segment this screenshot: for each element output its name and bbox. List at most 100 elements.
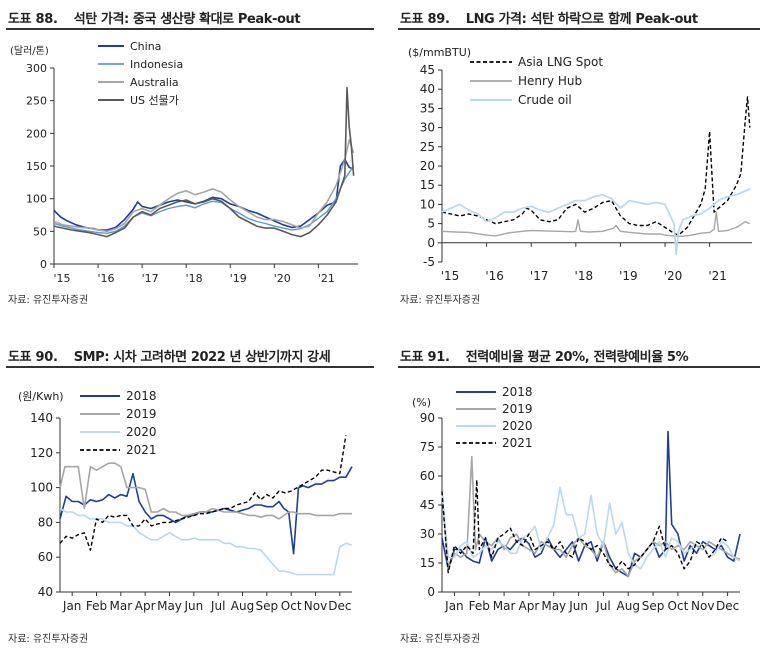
series-line-1: [441, 455, 741, 578]
y-tick-label: 0: [40, 258, 47, 271]
legend-label: 2018: [126, 389, 157, 403]
smp-chart: (원/Kwh) 40 60 80 100 120 140 Jan Feb Mar Apr May Jun…: [18, 389, 353, 613]
y-axis-label: (달러/톤): [10, 45, 49, 57]
x-tick-label: '21: [708, 269, 727, 283]
y-tick-label: -5: [423, 255, 435, 269]
y-tick-label: 40: [420, 82, 435, 96]
y-tick-label: 30: [420, 527, 435, 541]
x-tick-label: Jun: [568, 599, 588, 613]
series-line-2: [441, 188, 751, 256]
y-tick-label: 20: [420, 159, 435, 173]
source-note: 자료: 유진투자증권: [8, 295, 89, 306]
figure-number: 도표 91.: [400, 349, 450, 365]
x-tick-label: Sep: [642, 599, 665, 613]
figure-title: 전력예비율 평균 20%, 전력량예비율 5%: [465, 349, 689, 365]
legend-label: 2021: [502, 436, 533, 450]
coal-price-chart: (달러/톤) 0 50 100 150 200 250 300 '15 '16 '17 '18 '19 '…: [10, 40, 358, 285]
x-tick-label: '20: [664, 269, 683, 283]
y-tick-label: 75: [420, 440, 435, 454]
x-tick-label: Dec: [716, 599, 739, 613]
x-tick-label: '19: [230, 272, 247, 285]
x-tick-label: Apr: [135, 599, 156, 613]
legend-label: Indonesia: [130, 58, 183, 71]
x-tick-label: '16: [485, 269, 504, 283]
y-tick-label: 35: [420, 101, 435, 115]
y-tick-label: 300: [26, 62, 47, 75]
legend-label: 2020: [502, 419, 533, 433]
series-line-0: [53, 158, 354, 231]
x-tick-label: Nov: [691, 599, 714, 613]
x-tick-label: '21: [318, 272, 335, 285]
chart-panel-90: 도표 90. SMP: 시차 고려하면 2022 년 상반기까지 강세 (원/K…: [6, 344, 374, 646]
chart-panel-88: 도표 88. 석탄 가격: 중국 생산량 확대로 Peak-out (달러/톤)…: [6, 6, 374, 306]
legend-label: 2020: [126, 425, 157, 439]
series-line-2: [59, 507, 353, 576]
x-tick-label: '19: [619, 269, 638, 283]
y-tick-label: 0: [427, 585, 435, 599]
x-tick-label: '15: [53, 272, 70, 285]
x-tick-label: Oct: [281, 599, 302, 613]
y-tick-label: 30: [420, 121, 435, 135]
legend-label: 2019: [126, 407, 157, 421]
y-tick-label: 100: [30, 481, 53, 495]
x-tick-label: '17: [530, 269, 549, 283]
x-tick-label: Oct: [668, 599, 689, 613]
series-line-3: [53, 86, 355, 238]
legend-label: Henry Hub: [518, 74, 582, 88]
y-tick-label: 15: [420, 556, 435, 570]
chart-panel-91: 도표 91. 전력예비율 평균 20%, 전력량예비율 5% (%) 0 15 30 4…: [398, 344, 760, 646]
legend-label: Australia: [130, 76, 179, 89]
x-tick-label: '18: [186, 272, 203, 285]
figure-number: 도표 88.: [8, 11, 58, 27]
x-tick-label: Jan: [62, 599, 82, 613]
y-tick-label: 10: [420, 197, 435, 211]
y-tick-label: 5: [427, 217, 435, 231]
series-line-0: [59, 466, 353, 555]
x-tick-label: Dec: [328, 599, 351, 613]
y-tick-label: 0: [427, 236, 435, 250]
y-tick-label: 90: [420, 411, 435, 425]
figure-number: 도표 90.: [8, 349, 58, 365]
panel-title-bar: 도표 91. 전력예비율 평균 20%, 전력량예비율 5%: [398, 344, 760, 368]
y-tick-label: 150: [26, 160, 47, 173]
panel-title-bar: 도표 90. SMP: 시차 고려하면 2022 년 상반기까지 강세: [6, 344, 374, 368]
y-axis-label: (%): [412, 396, 431, 409]
series-line-2: [441, 486, 741, 570]
legend-label: 2018: [502, 385, 533, 399]
figure-title: LNG 가격: 석탄 하락으로 함께 Peak-out: [465, 11, 698, 27]
x-tick-label: Jul: [595, 599, 610, 613]
y-tick-label: 45: [420, 498, 435, 512]
x-tick-label: May: [157, 599, 182, 613]
y-tick-label: 40: [38, 585, 53, 599]
series-line-0: [441, 96, 751, 236]
x-tick-label: May: [541, 599, 566, 613]
series-line-3: [59, 435, 347, 551]
series-line-1: [441, 211, 751, 238]
x-tick-label: Aug: [231, 599, 254, 613]
chart-panel-89: 도표 89. LNG 가격: 석탄 하락으로 함께 Peak-out ($/mm…: [398, 6, 760, 306]
y-tick-label: 60: [38, 550, 53, 564]
panel-title-bar: 도표 88. 석탄 가격: 중국 생산량 확대로 Peak-out: [6, 6, 374, 30]
x-tick-label: Feb: [86, 599, 107, 613]
x-tick-label: Feb: [469, 599, 490, 613]
y-tick-label: 50: [33, 225, 47, 238]
y-tick-label: 200: [26, 127, 47, 140]
y-tick-label: 120: [30, 446, 53, 460]
y-tick-label: 100: [26, 193, 47, 206]
y-tick-label: 25: [420, 140, 435, 154]
legend-label: Crude oil: [518, 93, 572, 107]
legend-label: Asia LNG Spot: [518, 55, 603, 69]
x-tick-label: '18: [575, 269, 594, 283]
reserve-margin-chart: (%) 0 15 30 45 60 75 90 Jan Feb Mar Apr May Jun Jul Aug…: [412, 385, 741, 613]
x-tick-label: Jul: [210, 599, 225, 613]
y-axis-label: ($/mmBTU): [408, 46, 471, 59]
x-tick-label: '16: [98, 272, 115, 285]
x-tick-label: '20: [274, 272, 291, 285]
legend-label: 2021: [126, 443, 157, 457]
panel-title-bar: 도표 89. LNG 가격: 석탄 하락으로 함께 Peak-out: [398, 6, 760, 30]
y-axis-label: (원/Kwh): [18, 390, 64, 403]
source-note: 자료: 유진투자증권: [400, 634, 481, 645]
x-tick-label: Aug: [617, 599, 640, 613]
figure-title: SMP: 시차 고려하면 2022 년 상반기까지 강세: [73, 349, 331, 365]
y-tick-label: 80: [38, 515, 53, 529]
